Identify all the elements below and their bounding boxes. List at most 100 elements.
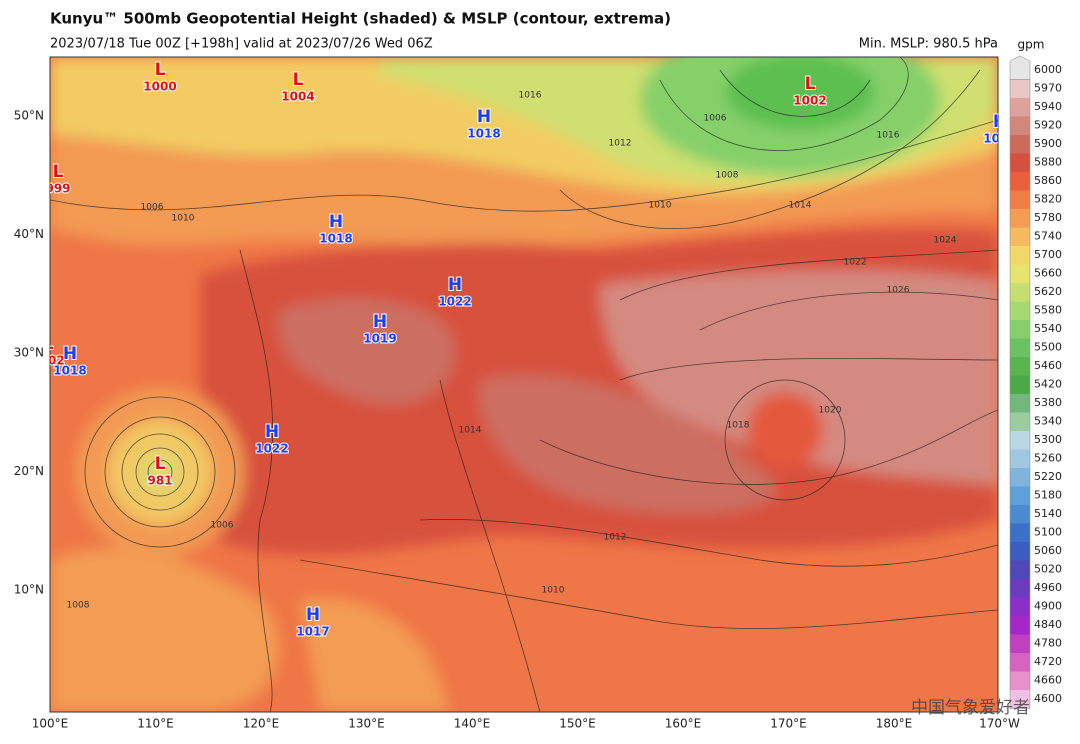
lat-label: 10°N [14, 583, 44, 597]
map-field [50, 57, 998, 712]
colorbar-swatch [1010, 320, 1030, 339]
colorbar-swatch [1010, 209, 1030, 228]
colorbar-swatch [1010, 227, 1030, 246]
colorbar-label: 5220 [1034, 470, 1062, 483]
colorbar-label: 4720 [1034, 655, 1062, 668]
center-value: 1018 [319, 232, 352, 246]
colorbar-swatch [1010, 542, 1030, 561]
colorbar-frame [1009, 79, 1031, 709]
lat-label: 50°N [14, 109, 44, 123]
colorbar-label: 5780 [1034, 211, 1062, 224]
colorbar-label: 4900 [1034, 600, 1062, 613]
lon-label: 160°E [665, 717, 702, 731]
colorbar-swatch [1010, 301, 1030, 320]
colorbar-label: 4660 [1034, 674, 1062, 687]
lon-label: 110°E [137, 717, 174, 731]
colorbar-label: 5340 [1034, 415, 1062, 428]
colorbar-label: 5100 [1034, 526, 1062, 539]
lat-label: 30°N [14, 346, 44, 360]
contour-label: 1012 [604, 533, 627, 543]
colorbar-swatch [1010, 283, 1030, 302]
lon-label: 130°E [348, 717, 385, 731]
lon-label: 150°E [559, 717, 596, 731]
colorbar-label: 5900 [1034, 137, 1062, 150]
colorbar-label: 5380 [1034, 396, 1062, 409]
colorbar-label: 6000 [1034, 63, 1062, 76]
center-value: 1022 [255, 442, 288, 456]
colorbar-swatch [1010, 135, 1030, 154]
contour-label: 1010 [172, 214, 195, 224]
title: Kunyu™ 500mb Geopotential Height (shaded… [50, 10, 671, 28]
contour-label: 1020 [819, 406, 842, 416]
colorbar-label: 5300 [1034, 433, 1062, 446]
colorbar-label: 4780 [1034, 637, 1062, 650]
pressure-centers: L1000L1004H1018L1002H1018L999H1018H1022H… [43, 59, 1007, 640]
contour-label: 1006 [141, 203, 164, 213]
contour-label: 1016 [877, 131, 900, 141]
contour-label: 1022 [844, 258, 867, 268]
colorbar-swatch [1010, 172, 1030, 191]
colorbar-swatch [1010, 634, 1030, 653]
colorbar-swatch [1010, 412, 1030, 431]
colorbar-label: 5820 [1034, 193, 1062, 206]
colorbar-label: 5620 [1034, 285, 1062, 298]
colorbar-swatch [1010, 190, 1030, 209]
colorbar-cap [1009, 55, 1031, 80]
colorbar-swatch [1010, 357, 1030, 376]
contour-label: 1024 [934, 236, 957, 246]
colorbar-swatch [1010, 98, 1030, 117]
contour-label: 1008 [716, 171, 739, 181]
center-letter: L [155, 454, 166, 474]
colorbar-label: 5460 [1034, 359, 1062, 372]
lon-label: 140°E [454, 717, 491, 731]
contour-label: 1006 [704, 114, 727, 124]
watermark: 中国气象爱好者 [911, 698, 1030, 718]
center-letter: H [373, 312, 387, 332]
contour-label: 1012 [609, 139, 632, 149]
colorbar-label: 5970 [1034, 82, 1062, 95]
contour-label: 1008 [67, 601, 90, 611]
center-letter: L [43, 334, 54, 354]
lat-label: 40°N [14, 227, 44, 241]
lon-label: 170°E [770, 717, 807, 731]
center-value: 1022 [438, 295, 471, 309]
map-frame [49, 56, 999, 713]
contour-label: 1018 [727, 421, 750, 431]
colorbar-swatch [1010, 431, 1030, 450]
contour-label: 1010 [649, 201, 672, 211]
center-letter: L [805, 74, 816, 94]
colorbar-label: 5420 [1034, 378, 1062, 391]
colorbar-swatch [1010, 560, 1030, 579]
colorbar-label: 5920 [1034, 119, 1062, 132]
center-value: 1017 [296, 625, 329, 639]
colorbar-swatch [1010, 579, 1030, 598]
colorbar-label: 4840 [1034, 618, 1062, 631]
colorbar-swatch [1010, 468, 1030, 487]
center-letter: H [63, 344, 77, 364]
colorbar-swatch [1010, 597, 1030, 616]
center-letter: H [993, 112, 1007, 132]
colorbar-label: 5580 [1034, 304, 1062, 317]
center-value: 1018 [53, 364, 86, 378]
colorbar-label: 5020 [1034, 563, 1062, 576]
colorbar-label: 5660 [1034, 267, 1062, 280]
center-letter: L [293, 70, 304, 90]
contour-label: 1006 [211, 521, 234, 531]
colorbar-label: 5180 [1034, 489, 1062, 502]
colorbar-unit: gpm [1018, 38, 1045, 52]
contour-label: 1016 [519, 91, 542, 101]
colorbar-swatch [1010, 486, 1030, 505]
colorbar-label: 5740 [1034, 230, 1062, 243]
contour-label: 1026 [887, 286, 910, 296]
colorbar-swatch [1010, 505, 1030, 524]
center-value: 1019 [363, 332, 396, 346]
lon-label: 180°E [876, 717, 913, 731]
colorbar-swatch [1010, 79, 1030, 98]
contour-label: 1014 [459, 426, 482, 436]
lat-label: 20°N [14, 464, 44, 478]
colorbar-swatch [1010, 690, 1030, 709]
colorbar-label: 4960 [1034, 581, 1062, 594]
center-letter: H [329, 212, 343, 232]
center-letter: H [448, 275, 462, 295]
